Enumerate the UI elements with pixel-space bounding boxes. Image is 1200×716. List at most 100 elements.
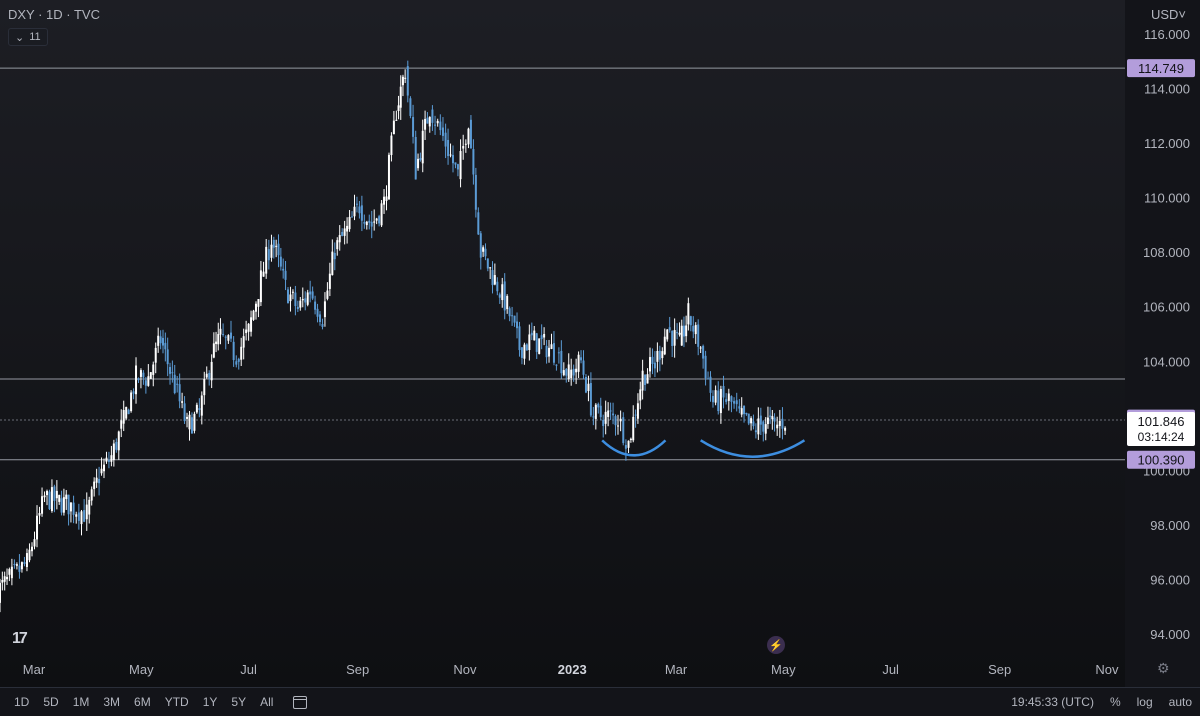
candle-body xyxy=(518,326,521,351)
candle-body xyxy=(147,376,150,386)
auto-toggle[interactable]: auto xyxy=(1168,695,1192,709)
candle-body xyxy=(560,350,563,374)
candle-body xyxy=(508,308,511,317)
candle-body xyxy=(98,478,101,484)
candle-body xyxy=(656,351,659,362)
bottom-toolbar: 1D 5D 1M 3M 6M YTD 1Y 5Y All 19:45:33 (U… xyxy=(0,687,1200,716)
candle-body xyxy=(195,404,198,413)
range-all[interactable]: All xyxy=(260,695,274,709)
candle-body xyxy=(289,294,292,302)
price-tag-box xyxy=(1127,59,1195,78)
x-tick-label: May xyxy=(771,662,796,677)
candle-body xyxy=(304,298,307,303)
candle-body xyxy=(552,343,555,363)
candle-body xyxy=(634,414,637,416)
range-1d[interactable]: 1D xyxy=(14,695,30,709)
log-toggle[interactable]: log xyxy=(1136,695,1153,709)
candle-body xyxy=(326,290,329,299)
candle-body xyxy=(316,308,319,317)
percent-toggle[interactable]: % xyxy=(1109,695,1121,709)
candle-body xyxy=(242,336,245,348)
candle-body xyxy=(224,336,227,338)
range-3m[interactable]: 3M xyxy=(103,695,121,709)
candle-body xyxy=(668,327,671,331)
candle-body xyxy=(511,315,514,317)
candle-body xyxy=(15,564,18,566)
candle-body xyxy=(360,205,363,221)
candle-body xyxy=(759,415,762,425)
candle-body xyxy=(639,389,642,401)
candle-body xyxy=(115,441,118,450)
candle-body xyxy=(743,405,746,415)
candle-body xyxy=(157,335,160,346)
candle-body xyxy=(353,206,356,217)
candle-body xyxy=(719,388,722,414)
range-5d[interactable]: 5D xyxy=(43,695,59,709)
clock-label[interactable]: 19:45:33 (UTC) xyxy=(1011,695,1094,709)
candle-body xyxy=(738,406,741,409)
candle-body xyxy=(173,374,176,394)
currency-selector[interactable]: USD˅ xyxy=(1151,7,1186,22)
candle-body xyxy=(390,135,393,156)
candle-body xyxy=(414,136,417,180)
candle-body xyxy=(217,334,220,345)
candle-body xyxy=(378,216,381,224)
candle-body xyxy=(725,399,728,402)
x-tick-label: Mar xyxy=(665,662,688,677)
candle-body xyxy=(538,338,541,354)
candle-body xyxy=(149,372,152,379)
candle-body xyxy=(135,365,138,395)
candle-body xyxy=(419,157,422,161)
candle-body xyxy=(205,373,208,378)
candle-body xyxy=(262,271,265,277)
candle-body xyxy=(699,347,702,349)
candle-body xyxy=(612,413,615,416)
candle-body xyxy=(25,553,28,567)
candle-body xyxy=(103,464,106,472)
symbol-label[interactable]: DXY · 1D · TVC xyxy=(8,7,100,22)
candle-body xyxy=(762,421,765,432)
range-ytd[interactable]: YTD xyxy=(164,695,189,709)
candle-body xyxy=(479,233,482,258)
candle-body xyxy=(550,344,553,349)
candle-body xyxy=(444,132,447,147)
candle-body xyxy=(632,416,635,441)
candle-body xyxy=(230,332,233,339)
candle-body xyxy=(474,174,477,210)
candle-body xyxy=(222,333,225,335)
candle-body xyxy=(30,546,33,552)
candle-body xyxy=(646,374,649,384)
candle-body xyxy=(412,117,415,137)
candle-body xyxy=(265,246,268,274)
price-tag-label: 100.390 xyxy=(1138,453,1185,468)
candle-body xyxy=(565,368,568,376)
indicators-toggle[interactable]: ⌄ 11 xyxy=(8,28,48,46)
candle-body xyxy=(584,377,587,393)
candle-body xyxy=(619,418,622,422)
candle-body xyxy=(533,330,536,341)
candle-body xyxy=(152,364,155,375)
gear-icon[interactable]: ⚙ xyxy=(1157,660,1170,676)
range-5y[interactable]: 5Y xyxy=(231,695,247,709)
candle-body xyxy=(198,408,201,410)
range-6m[interactable]: 6M xyxy=(134,695,151,709)
candle-body xyxy=(38,513,41,516)
candle-body xyxy=(530,332,533,336)
candle-body xyxy=(417,158,420,169)
calendar-icon[interactable] xyxy=(293,695,308,709)
price-chart[interactable]: 94.00096.00098.000100.000102.000104.0001… xyxy=(0,0,1200,687)
candle-body xyxy=(694,325,697,335)
range-1y[interactable]: 1Y xyxy=(202,695,218,709)
candle-body xyxy=(622,417,625,444)
candle-body xyxy=(186,416,189,419)
candle-body xyxy=(105,457,108,462)
candle-body xyxy=(240,346,243,360)
candle-body xyxy=(627,440,630,448)
candle-body xyxy=(166,349,169,365)
candle-body xyxy=(707,378,710,380)
range-1m[interactable]: 1M xyxy=(72,695,90,709)
candle-body xyxy=(651,356,654,364)
candle-body xyxy=(321,324,324,327)
bolt-icon[interactable]: ⚡ xyxy=(767,636,785,654)
candle-body xyxy=(299,300,302,308)
